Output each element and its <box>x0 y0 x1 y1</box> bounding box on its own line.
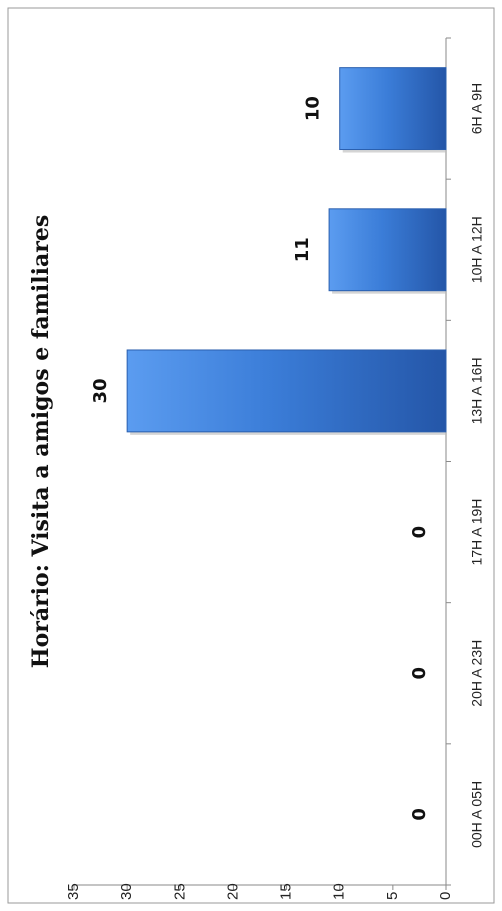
value-tick-label: 5 <box>384 892 401 900</box>
category-label: 17H A 19H <box>469 499 485 566</box>
category-label: 13H A 16H <box>469 357 485 424</box>
value-tick-label: 35 <box>65 883 82 900</box>
bar <box>126 349 447 433</box>
value-tick-label: 30 <box>118 883 135 900</box>
bar <box>339 67 447 151</box>
axes-layer: 0 5 10 15 20 25 30 35 <box>65 37 454 900</box>
data-label: 0 <box>409 667 430 680</box>
bar <box>328 208 447 292</box>
category-label: 6H A 9H <box>469 83 485 134</box>
data-label: 10 <box>303 96 324 121</box>
bars-layer <box>126 67 447 435</box>
category-label: 10H A 12H <box>469 216 485 283</box>
category-label: 00H A 05H <box>469 781 485 848</box>
value-tick-label: 10 <box>331 883 348 900</box>
data-label: 30 <box>90 378 111 403</box>
value-tick-label: 20 <box>224 883 241 900</box>
chart-title: Horário: Visita a amigos e familiares <box>28 215 54 668</box>
title-layer: Horário: Visita a amigos e familiares <box>28 215 54 668</box>
labels-layer: 6H A 9H 10H A 12H 13H A 16H 17H A 19H 20H A … <box>90 83 485 848</box>
value-tick-label: 15 <box>278 883 295 900</box>
category-label: 20H A 23H <box>469 640 485 707</box>
value-tick-label: 0 <box>437 892 454 900</box>
chart-border <box>7 7 495 904</box>
data-label: 0 <box>409 808 430 821</box>
value-tick-label: 25 <box>171 883 188 900</box>
data-label: 11 <box>292 237 313 262</box>
data-label: 0 <box>409 526 430 539</box>
